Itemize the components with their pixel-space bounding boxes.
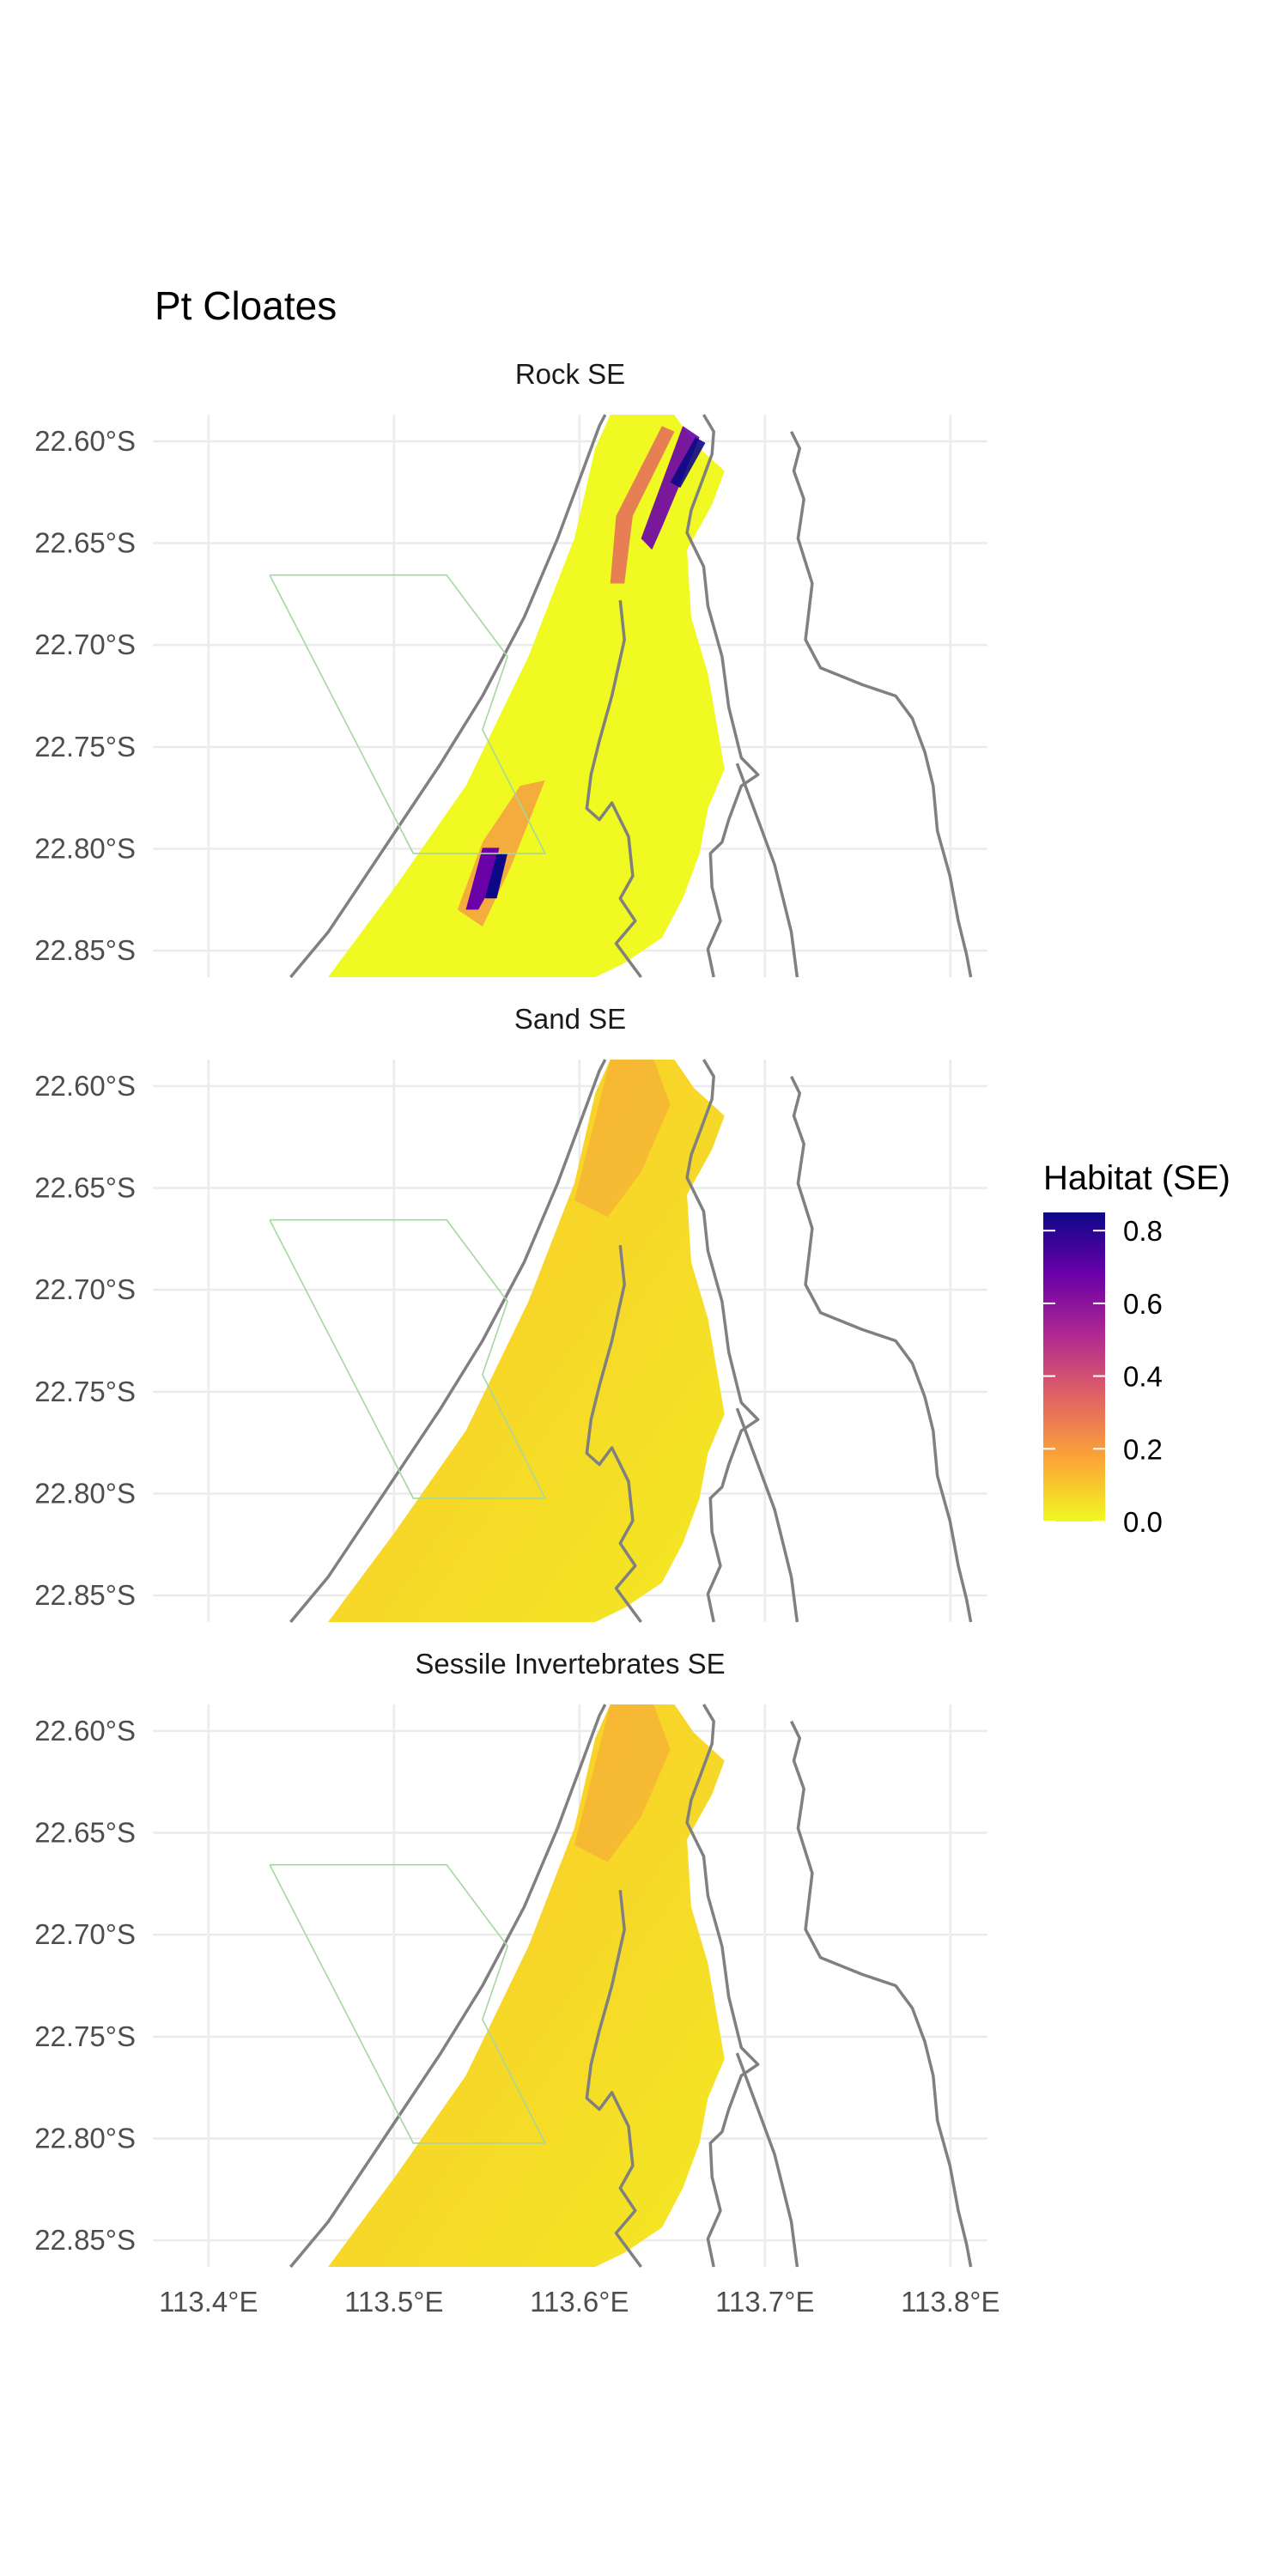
legend-tick-label: 0.6 bbox=[1123, 1288, 1163, 1320]
strip-label: Rock SE bbox=[515, 358, 625, 390]
panel-rock: Rock SE 22.60°S 22.65°S 22.70°S 22.75°S 22.80… bbox=[34, 358, 987, 979]
y-axis-labels: 22.60°S 22.65°S 22.70°S 22.75°S 22.80°S 22.85… bbox=[34, 1070, 136, 1611]
plot-title: Pt Cloates bbox=[155, 283, 337, 328]
x-tick-label: 113.6°E bbox=[530, 2286, 629, 2318]
legend-colorbar bbox=[1043, 1212, 1105, 1522]
y-tick-label: 22.80°S bbox=[34, 1477, 136, 1509]
panel-sand: Sand SE 22.60°S 22.65°S 22.70°S 22.75°S 22.80… bbox=[34, 1003, 987, 1624]
y-tick-label: 22.65°S bbox=[34, 1172, 136, 1204]
y-axis-labels: 22.60°S 22.65°S 22.70°S 22.75°S 22.80°S 22.85… bbox=[34, 1715, 136, 2256]
se-shading bbox=[574, 1704, 671, 1862]
y-tick-label: 22.70°S bbox=[34, 629, 136, 660]
habitat-raster bbox=[328, 1060, 725, 1622]
y-tick-label: 22.85°S bbox=[34, 934, 136, 966]
strip-label: Sessile Invertebrates SE bbox=[415, 1648, 725, 1680]
x-tick-label: 113.4°E bbox=[159, 2286, 258, 2318]
strip-label: Sand SE bbox=[514, 1003, 626, 1035]
x-axis-labels: 113.4°E 113.5°E 113.6°E 113.7°E 113.8°E bbox=[159, 2286, 999, 2318]
x-tick-label: 113.5°E bbox=[344, 2286, 443, 2318]
y-tick-label: 22.75°S bbox=[34, 731, 136, 762]
legend-tick-label: 0.8 bbox=[1123, 1215, 1163, 1247]
y-tick-label: 22.70°S bbox=[34, 1918, 136, 1950]
sanctuary-zone-outline bbox=[269, 1863, 547, 2144]
bathymetry-contours bbox=[289, 414, 973, 979]
habitat-raster bbox=[328, 1704, 725, 2267]
x-tick-label: 113.8°E bbox=[901, 2286, 999, 2318]
sanctuary-zone-outline bbox=[269, 1218, 547, 1499]
y-tick-label: 22.75°S bbox=[34, 1376, 136, 1407]
y-tick-label: 22.85°S bbox=[34, 1579, 136, 1611]
y-axis-labels: 22.60°S 22.65°S 22.70°S 22.75°S 22.80°S 22.85… bbox=[34, 425, 136, 966]
y-tick-label: 22.60°S bbox=[34, 1070, 136, 1102]
y-tick-label: 22.85°S bbox=[34, 2224, 136, 2256]
gridlines bbox=[153, 1704, 987, 2267]
sanctuary-zone-outline bbox=[269, 574, 547, 854]
y-tick-label: 22.60°S bbox=[34, 425, 136, 457]
y-tick-label: 22.65°S bbox=[34, 527, 136, 559]
se-shading bbox=[574, 1060, 671, 1218]
legend-tick-label: 0.0 bbox=[1123, 1506, 1163, 1538]
y-tick-label: 22.60°S bbox=[34, 1715, 136, 1747]
legend-tick-label: 0.2 bbox=[1123, 1433, 1163, 1465]
legend-title: Habitat (SE) bbox=[1043, 1159, 1230, 1197]
y-tick-label: 22.80°S bbox=[34, 832, 136, 864]
legend-tick-label: 0.4 bbox=[1123, 1361, 1163, 1393]
legend: Habitat (SE) 0.8 0.6 0.4 0.2 0.0 bbox=[1043, 1159, 1230, 1538]
legend-ticks: 0.8 0.6 0.4 0.2 0.0 bbox=[1043, 1215, 1163, 1538]
map-panels: Rock SE 22.60°S 22.65°S 22.70°S 22.75°S 22.80… bbox=[34, 358, 999, 2318]
x-tick-label: 113.7°E bbox=[715, 2286, 814, 2318]
y-tick-label: 22.70°S bbox=[34, 1273, 136, 1305]
bathymetry-contours bbox=[289, 1704, 973, 2269]
y-tick-label: 22.65°S bbox=[34, 1817, 136, 1849]
y-tick-label: 22.80°S bbox=[34, 2122, 136, 2154]
panel-sessile: Sessile Invertebrates SE22.60°S22.65°S22… bbox=[34, 1648, 999, 2318]
bathymetry-contours bbox=[289, 1059, 973, 1624]
y-tick-label: 22.75°S bbox=[34, 2020, 136, 2052]
